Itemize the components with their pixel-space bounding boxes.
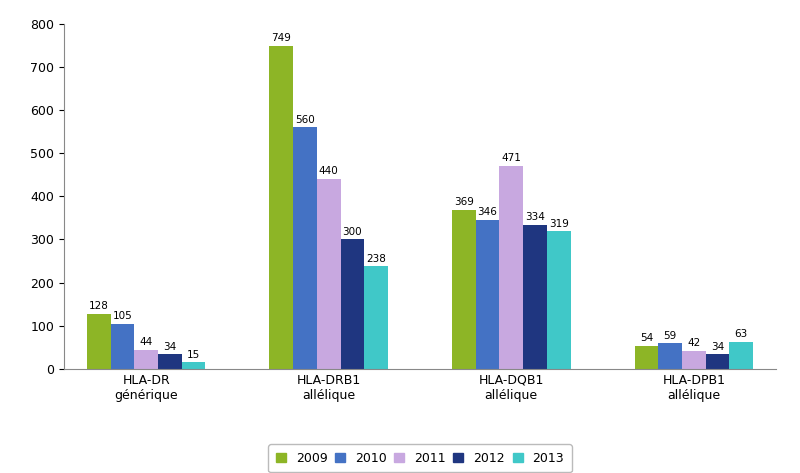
Bar <box>547 231 570 369</box>
Text: 334: 334 <box>525 212 545 222</box>
Text: 54: 54 <box>640 333 653 343</box>
Text: 346: 346 <box>478 207 498 217</box>
Text: 300: 300 <box>342 227 362 237</box>
Bar <box>110 324 134 369</box>
Bar <box>706 354 730 369</box>
Bar <box>293 127 317 369</box>
Text: 440: 440 <box>319 166 338 176</box>
Bar <box>364 266 388 369</box>
Bar <box>270 46 293 369</box>
Bar <box>317 179 341 369</box>
Bar <box>182 362 206 369</box>
Text: 34: 34 <box>163 342 177 352</box>
Text: 63: 63 <box>734 329 748 339</box>
Text: 471: 471 <box>502 153 522 163</box>
Text: 319: 319 <box>549 219 569 228</box>
Bar <box>158 354 182 369</box>
Bar <box>730 342 753 369</box>
Legend: 2009, 2010, 2011, 2012, 2013: 2009, 2010, 2011, 2012, 2013 <box>268 444 572 472</box>
Bar <box>499 166 523 369</box>
Text: 15: 15 <box>187 350 200 360</box>
Text: 369: 369 <box>454 197 474 207</box>
Bar <box>658 343 682 369</box>
Bar <box>134 350 158 369</box>
Bar <box>523 225 547 369</box>
Text: 34: 34 <box>711 342 724 352</box>
Text: 128: 128 <box>89 301 109 311</box>
Text: 105: 105 <box>113 311 132 321</box>
Bar <box>87 314 110 369</box>
Bar <box>452 210 476 369</box>
Bar <box>682 351 706 369</box>
Text: 44: 44 <box>139 337 153 347</box>
Bar <box>476 219 499 369</box>
Text: 749: 749 <box>271 33 291 43</box>
Text: 238: 238 <box>366 254 386 263</box>
Text: 560: 560 <box>295 114 315 125</box>
Text: 59: 59 <box>663 331 677 341</box>
Text: 42: 42 <box>687 338 701 348</box>
Bar <box>634 346 658 369</box>
Bar <box>341 239 364 369</box>
